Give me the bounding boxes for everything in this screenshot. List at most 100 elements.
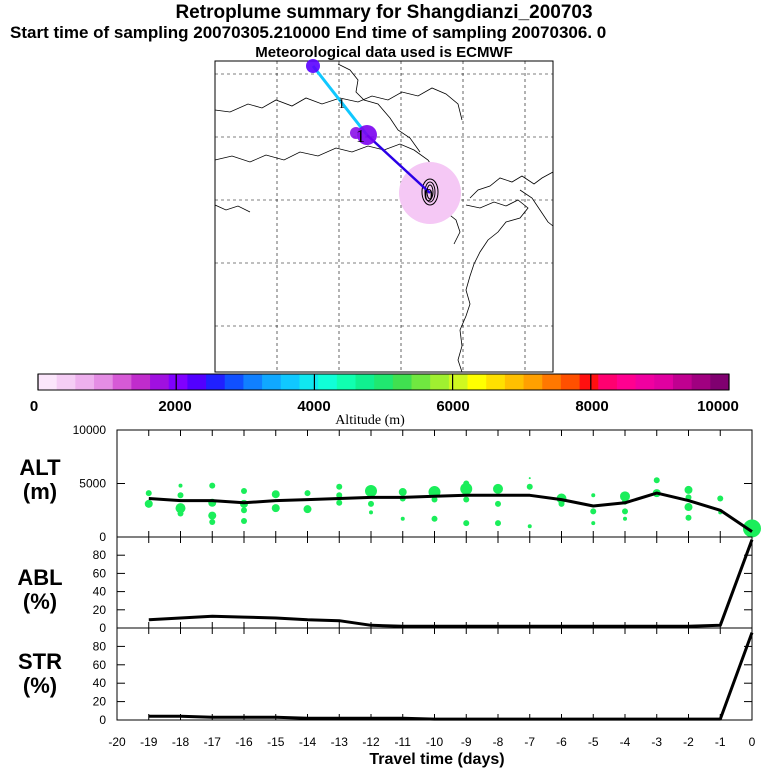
colorbar-swatch (187, 374, 207, 390)
altitude-scatter-point (177, 492, 184, 499)
altitude-scatter-point (209, 482, 216, 489)
x-tick-label: -10 (426, 735, 444, 749)
y-tick-label-abl: 20 (93, 603, 107, 617)
altitude-scatter-point (527, 524, 532, 529)
x-tick-label: -12 (362, 735, 380, 749)
colorbar-swatch (168, 374, 188, 390)
colorbar-swatch (150, 374, 170, 390)
map-day-label-b: 1 (356, 126, 365, 146)
panel-frame-abl (116, 536, 753, 629)
altitude-scatter-point (304, 490, 311, 497)
map-coastlines (214, 63, 554, 373)
colorbar-swatch (504, 374, 525, 390)
colorbar-swatch (299, 374, 319, 390)
altitude-scatter-point (495, 520, 501, 527)
altitude-scatter-point (495, 500, 501, 507)
x-tick-label: -5 (588, 735, 599, 749)
trajectory-day1-marker-secondary (350, 127, 362, 139)
x-tick-label: -17 (204, 735, 222, 749)
y-tick-label-abl: 40 (93, 585, 107, 599)
altitude-scatter-point (369, 510, 373, 515)
map-day-label-a: 1 (338, 97, 345, 112)
x-tick-label: -7 (524, 735, 535, 749)
chart-title: Retroplume summary for Shangdianzi_20070… (175, 2, 593, 23)
series-line-alt (148, 491, 753, 533)
colorbar-swatch (56, 374, 76, 390)
altitude-scatter-point (622, 508, 628, 515)
colorbar-swatch (336, 374, 356, 390)
colorbar-swatch (598, 374, 618, 390)
altitude-scatter-point (431, 515, 438, 522)
altitude-scatter-point (528, 477, 531, 480)
str-panel-ylabel: STR (%) (0, 650, 80, 698)
x-tick-label: -13 (331, 735, 349, 749)
x-axis-title: Travel time (days) (369, 751, 504, 768)
colorbar-swatch (654, 374, 674, 390)
altitude-colorbar (37, 373, 730, 391)
altitude-scatter-point (144, 499, 153, 508)
x-tick-label: -6 (556, 735, 567, 749)
sampling-time-subtitle: Start time of sampling 20070305.210000 E… (10, 23, 607, 42)
colorbar-swatch (467, 374, 487, 390)
colorbar-swatch (672, 374, 693, 390)
altitude-scatter-point (590, 508, 597, 515)
altitude-scatter-point (175, 503, 186, 514)
colorbar-swatch (448, 374, 469, 390)
colorbar-swatch (542, 374, 562, 390)
y-tick-label-str: 20 (93, 695, 107, 709)
panel-str: 80 60 40 20 0 (93, 627, 754, 727)
str-ylabel-line2: (%) (22, 673, 58, 698)
map-panel: 1 1 0 (214, 59, 554, 373)
x-tick-label: -15 (267, 735, 285, 749)
colorbar-tick-0: 0 (30, 398, 38, 415)
altitude-scatter-point (623, 516, 627, 521)
x-tick-label: -2 (683, 735, 694, 749)
altitude-scatter-point (743, 519, 761, 538)
altitude-scatter-point (717, 495, 724, 502)
x-tick-label: -19 (140, 735, 158, 749)
colorbar-swatch (616, 374, 637, 390)
altitude-scatter-point (303, 505, 312, 514)
trajectory-segment-day1 (366, 134, 431, 194)
x-tick-label: -1 (715, 735, 726, 749)
y-tick-label-str: 0 (99, 713, 106, 727)
altitude-scatter-point (271, 490, 280, 499)
panel-frame-str (116, 627, 753, 721)
map-frame (214, 60, 554, 373)
altitude-scatter-point (431, 496, 438, 503)
altitude-scatter-point (145, 490, 152, 497)
altitude-scatter-point (685, 514, 692, 521)
colorbar-tick-6000: 6000 (436, 398, 469, 415)
colorbar-swatch (392, 374, 413, 390)
panel-abl: 80 60 40 20 0 (93, 536, 754, 635)
abl-ylabel-line2: (%) (22, 589, 58, 614)
altitude-scatter-point (463, 496, 470, 503)
x-tick-label: 0 (749, 735, 756, 749)
colorbar-tick-2000: 2000 (158, 398, 191, 415)
y-tick-label-str: 80 (93, 639, 107, 653)
colorbar-swatch (280, 374, 300, 390)
panel-alt: 10000 5000 0 (73, 423, 761, 544)
altitude-scatter-point (493, 483, 503, 494)
colorbar-swatch (243, 374, 263, 390)
altitude-scatter-point (271, 504, 280, 513)
colorbar-swatch (523, 374, 543, 390)
abl-ylabel-line1: ABL (17, 565, 63, 590)
colorbar-swatch (635, 374, 655, 390)
altitude-scatter-point (400, 516, 405, 521)
altitude-scatter-point (209, 519, 216, 526)
altitude-scatter-point (684, 503, 693, 512)
altitude-scatter-point (336, 499, 343, 506)
trajectory-segment-day2 (311, 65, 369, 136)
colorbar-swatch (486, 374, 506, 390)
trajectory-day1-marker (357, 125, 377, 145)
colorbar-swatch (710, 374, 730, 390)
colorbar-swatch (112, 374, 132, 390)
altitude-scatter-point (398, 488, 407, 497)
alt-ylabel-line2: (m) (22, 479, 58, 504)
altitude-scatter-point (241, 487, 247, 494)
colorbar-swatch (691, 374, 711, 390)
colorbar-tick-8000: 8000 (575, 398, 608, 415)
